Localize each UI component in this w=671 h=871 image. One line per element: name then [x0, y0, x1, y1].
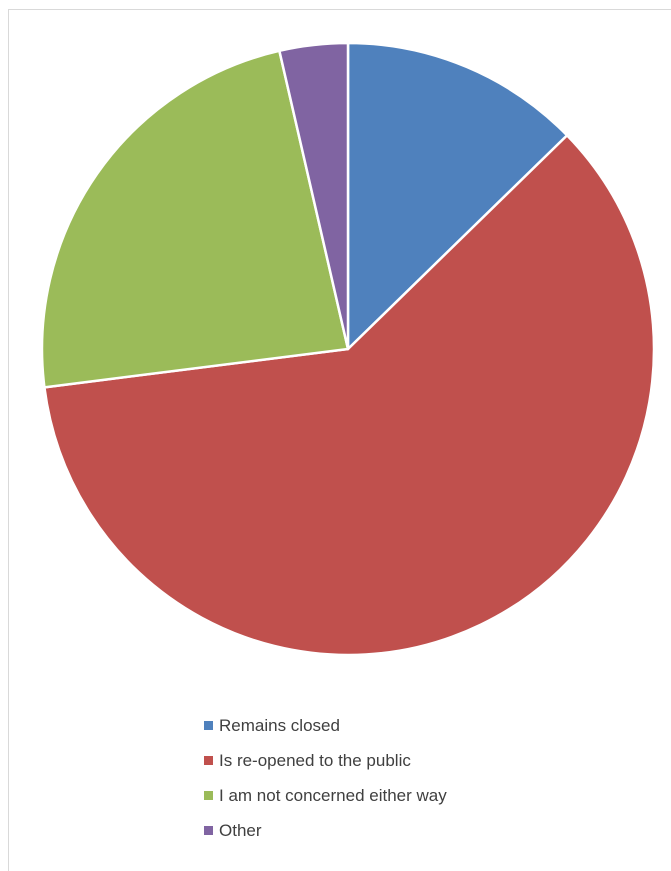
legend-item-not-concerned: I am not concerned either way — [204, 778, 447, 813]
legend-label: I am not concerned either way — [219, 785, 447, 805]
legend-swatch-other — [204, 826, 213, 835]
legend-swatch-not-concerned — [204, 791, 213, 800]
legend-swatch-reopened — [204, 756, 213, 765]
pie-slice-remains-closed — [346, 41, 569, 351]
chart-area: Remains closed Is re-opened to the publi… — [8, 9, 671, 871]
legend-swatch-remains-closed — [204, 721, 213, 730]
legend-item-reopened: Is re-opened to the public — [204, 743, 447, 778]
legend-item-remains-closed: Remains closed — [204, 708, 447, 743]
chart-legend: Remains closed Is re-opened to the publi… — [204, 708, 447, 848]
pie-slice-is-re-opened-to-the-public — [43, 134, 656, 657]
pie-slice-other — [278, 41, 350, 351]
legend-label: Is re-opened to the public — [219, 750, 411, 770]
legend-item-other: Other — [204, 813, 447, 848]
legend-label: Other — [219, 820, 262, 840]
pie-slice-i-am-not-concerned-either-way — [40, 49, 350, 389]
pie-chart — [40, 41, 656, 657]
legend-label: Remains closed — [219, 715, 340, 735]
